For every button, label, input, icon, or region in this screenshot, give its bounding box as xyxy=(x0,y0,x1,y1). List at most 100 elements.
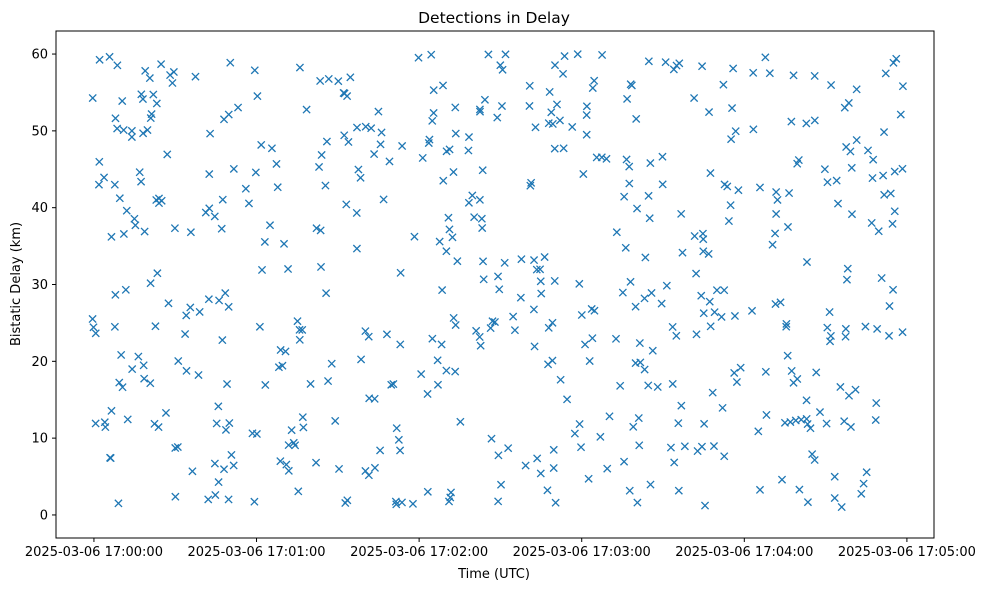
scatter-point xyxy=(782,322,791,331)
scatter-point xyxy=(730,368,739,377)
scatter-point xyxy=(706,169,715,178)
scatter-point xyxy=(521,461,530,470)
scatter-point xyxy=(445,225,454,234)
scatter-point xyxy=(253,92,262,101)
scatter-point xyxy=(661,58,670,67)
scatter-point xyxy=(139,361,148,370)
scatter-point xyxy=(563,395,572,404)
scatter-point xyxy=(138,94,147,104)
scatter-point xyxy=(644,381,653,390)
scatter-point xyxy=(224,110,233,119)
scatter-point xyxy=(810,455,819,465)
scatter-point xyxy=(867,218,876,228)
scatter-point xyxy=(761,53,770,62)
scatter-point xyxy=(532,265,541,274)
scatter-point xyxy=(529,305,538,314)
scatter-point xyxy=(620,457,629,466)
scatter-point xyxy=(291,441,300,450)
scatter-point xyxy=(699,309,708,318)
scatter-point xyxy=(433,356,442,365)
scatter-point xyxy=(135,168,144,177)
scatter-point xyxy=(732,377,741,387)
scatter-point xyxy=(570,429,579,438)
scatter-point xyxy=(113,61,122,70)
scatter-point xyxy=(726,201,735,210)
scatter-point xyxy=(697,291,706,300)
scatter-point xyxy=(841,324,850,333)
scatter-point xyxy=(186,228,195,237)
scatter-point xyxy=(871,415,880,425)
scatter-point xyxy=(181,329,190,339)
scatter-point xyxy=(140,374,149,383)
scatter-point xyxy=(889,58,898,67)
scatter-point xyxy=(94,180,103,189)
scatter-point xyxy=(272,159,281,168)
scatter-point xyxy=(214,402,223,411)
scatter-point xyxy=(105,453,115,462)
scatter-point xyxy=(357,355,366,364)
scatter-point xyxy=(674,486,683,495)
scatter-point xyxy=(284,466,293,475)
scatter-point xyxy=(884,331,894,340)
scatter-point xyxy=(896,110,905,119)
scatter-point xyxy=(662,281,671,290)
scatter-point xyxy=(370,150,379,159)
scatter-point xyxy=(558,69,568,78)
scatter-point xyxy=(250,66,259,75)
scatter-point xyxy=(823,178,832,187)
scatter-point xyxy=(827,80,836,90)
scatter-point xyxy=(698,62,707,71)
scatter-point xyxy=(710,308,719,317)
scatter-point xyxy=(130,214,139,223)
scatter-point xyxy=(776,298,785,307)
scatter-point xyxy=(340,131,349,140)
x-tick-label: 2025-03-06 17:00:00 xyxy=(25,545,163,560)
scatter-point xyxy=(164,299,173,308)
scatter-point xyxy=(149,90,158,99)
scatter-point xyxy=(464,133,474,142)
scatter-point xyxy=(137,90,146,99)
scatter-point xyxy=(182,311,191,320)
scatter-point xyxy=(592,153,601,162)
scatter-point xyxy=(747,306,757,315)
scatter-point xyxy=(749,68,758,77)
scatter-point xyxy=(287,426,296,435)
scatter-point xyxy=(114,499,123,508)
scatter-point xyxy=(306,379,315,388)
scatter-point xyxy=(464,198,473,207)
scatter-point xyxy=(157,60,166,69)
scatter-point xyxy=(648,346,657,355)
scatter-point xyxy=(376,140,385,149)
scatter-point xyxy=(137,177,146,186)
scatter-point xyxy=(123,415,132,424)
scatter-point xyxy=(516,293,525,302)
x-tick-label: 2025-03-06 17:04:00 xyxy=(675,545,813,560)
scatter-point xyxy=(576,443,586,452)
scatter-point xyxy=(414,53,423,62)
scatter-point xyxy=(590,306,599,315)
scatter-point xyxy=(645,214,654,223)
scatter-point xyxy=(475,107,485,116)
scatter-point xyxy=(119,125,128,135)
scatter-point xyxy=(646,480,655,489)
scatter-point xyxy=(224,495,233,504)
scatter-point xyxy=(670,458,679,467)
scatter-point xyxy=(705,297,714,306)
scatter-point xyxy=(712,286,721,295)
scatter-point xyxy=(118,383,127,392)
scatter-point xyxy=(334,77,343,86)
scatter-point xyxy=(174,356,183,366)
scatter-point xyxy=(575,279,584,288)
scatter-point xyxy=(692,330,701,339)
scatter-point xyxy=(548,318,557,327)
scatter-point xyxy=(493,272,503,281)
scatter-point xyxy=(284,441,293,450)
scatter-point xyxy=(408,499,418,508)
scatter-point xyxy=(212,419,221,428)
scatter-point xyxy=(890,207,899,216)
scatter-point xyxy=(342,200,351,209)
x-tick-label: 2025-03-06 17:03:00 xyxy=(513,545,651,560)
scatter-point xyxy=(418,153,427,162)
scatter-point xyxy=(526,181,535,190)
scatter-point xyxy=(830,472,839,481)
